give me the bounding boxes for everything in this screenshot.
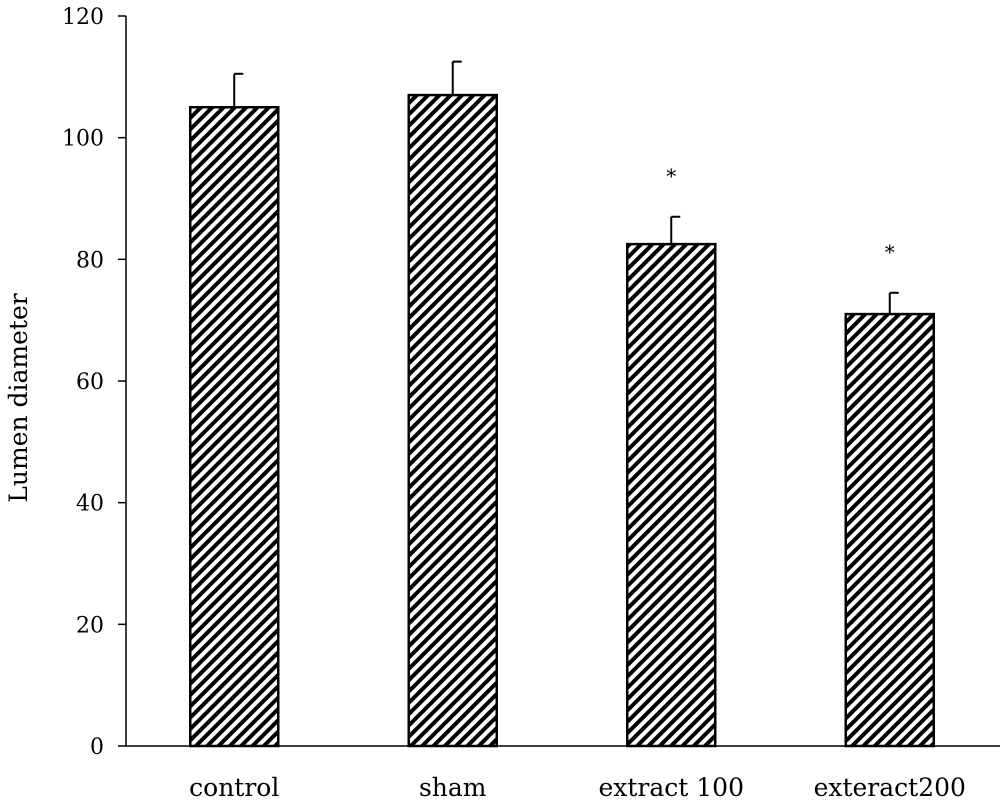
bar-group-2: * (626, 164, 717, 748)
bar (189, 106, 280, 748)
bar-group-3: * (844, 240, 935, 748)
y-tick-label: 60 (76, 370, 104, 395)
bar-group-1 (407, 60, 498, 748)
x-tick-label: control (189, 773, 279, 802)
x-tick-label: extract 100 (598, 773, 744, 802)
x-tick-label: exteract200 (814, 773, 966, 802)
y-tick-label: 20 (76, 613, 104, 638)
y-tick-label: 0 (90, 735, 104, 760)
bars-group: ** (189, 60, 935, 748)
significance-mark: * (666, 164, 676, 188)
significance-mark: * (885, 240, 895, 264)
x-axis: control sham extract 100 exteract200 (126, 745, 1000, 802)
bar (626, 242, 717, 748)
bar (844, 312, 935, 748)
x-tick-label: sham (419, 773, 487, 802)
y-axis: 0 20 40 60 80 100 120 (62, 5, 127, 760)
y-tick-label: 100 (62, 127, 104, 152)
y-tick-label: 120 (62, 5, 104, 30)
y-tick-label: 40 (76, 492, 104, 517)
bar-group-0 (189, 72, 280, 748)
bar (407, 93, 498, 748)
y-axis-title: Lumen diameter (4, 293, 33, 502)
y-tick-label: 80 (76, 248, 104, 273)
